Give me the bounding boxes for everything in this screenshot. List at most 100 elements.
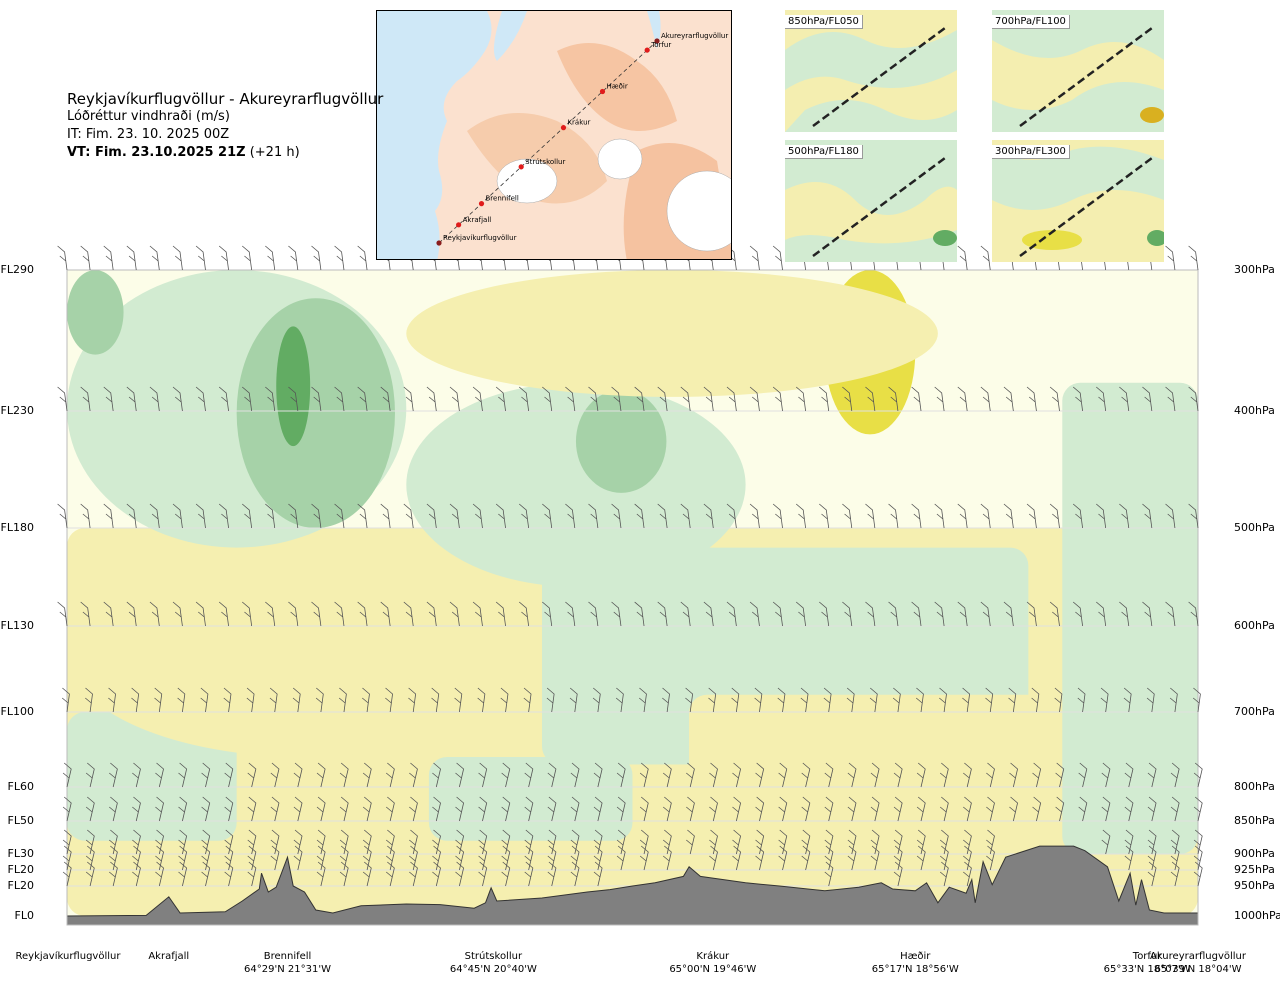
- wind-barb: [755, 762, 765, 788]
- wind-barb-stroke: [178, 845, 188, 871]
- wind-barb-stroke: [218, 601, 229, 627]
- wind-barb-stroke: [865, 386, 876, 412]
- wind-barb-stroke: [109, 762, 118, 788]
- wind-barb-stroke: [1124, 796, 1134, 822]
- wind-barb: [824, 829, 834, 855]
- wind-barb-stroke: [409, 845, 418, 871]
- wind-barb-stroke: [1003, 386, 1014, 412]
- wind-barb: [403, 503, 414, 529]
- wind-barb: [686, 762, 695, 788]
- fl-tick-label: FL180: [0, 521, 34, 534]
- wind-barb: [103, 245, 114, 271]
- wind-barb: [939, 762, 949, 788]
- wind-barb: [518, 386, 530, 412]
- wind-barb: [893, 762, 903, 788]
- wind-barb-stroke: [172, 245, 183, 271]
- wind-barb-stroke: [472, 601, 483, 627]
- wind-barb-stroke: [132, 861, 141, 887]
- wind-barb-stroke: [241, 503, 253, 529]
- wind-barb: [709, 829, 718, 855]
- wind-barb-stroke: [939, 861, 949, 887]
- wind-barb: [1124, 829, 1134, 855]
- wind-barb-stroke: [432, 762, 441, 788]
- wind-barb: [80, 386, 91, 412]
- wind-barb: [218, 601, 229, 627]
- wind-barb-stroke: [62, 762, 72, 788]
- wind-barb: [1193, 861, 1203, 887]
- wind-barb-stroke: [639, 796, 649, 822]
- wind-barb-stroke: [85, 829, 95, 855]
- wind-barb-stroke: [1188, 245, 1199, 271]
- wind-barb-stroke: [478, 796, 488, 822]
- wind-barb-stroke: [634, 386, 645, 412]
- wind-barb: [178, 762, 188, 788]
- wind-barb: [795, 503, 807, 529]
- wind-barb: [639, 796, 649, 822]
- wind-barb: [154, 687, 163, 713]
- wind-barb: [986, 829, 995, 855]
- wind-barb: [109, 762, 118, 788]
- wind-barb: [570, 796, 580, 822]
- wind-barb-stroke: [662, 796, 672, 822]
- wind-barb-stroke: [732, 845, 742, 871]
- wind-barb-stroke: [565, 601, 576, 627]
- wind-barb-stroke: [542, 601, 553, 627]
- wind-barb-stroke: [963, 845, 972, 871]
- mini-map-850: [785, 10, 957, 132]
- mini-label-300: 300hPa/FL300: [992, 145, 1070, 159]
- wind-barb: [172, 245, 183, 271]
- vv-region-mod_down-2: [236, 298, 395, 528]
- wind-barb-stroke: [824, 762, 834, 788]
- wind-barb: [1003, 503, 1014, 529]
- waypoint-label: Krákur: [567, 119, 590, 127]
- wind-barb-stroke: [611, 386, 622, 412]
- wind-barb-stroke: [362, 796, 372, 822]
- wind-barb: [500, 687, 509, 713]
- wind-barb-stroke: [126, 386, 137, 412]
- wind-barb: [449, 601, 460, 627]
- wind-barb-stroke: [495, 503, 506, 529]
- wind-barb: [334, 386, 345, 412]
- wind-barb: [1032, 762, 1042, 788]
- wind-barb-stroke: [218, 503, 229, 529]
- wind-barb: [385, 861, 395, 887]
- wind-barb: [380, 601, 391, 627]
- wind-barb: [986, 796, 995, 822]
- wind-barb-stroke: [593, 796, 603, 822]
- wind-barb-stroke: [518, 601, 530, 627]
- wind-barb-stroke: [731, 687, 740, 713]
- wind-barb-stroke: [708, 687, 717, 713]
- wind-barb-stroke: [726, 601, 737, 627]
- wind-barb-stroke: [778, 829, 788, 855]
- wind-barb: [334, 503, 345, 529]
- wind-barb: [593, 861, 603, 887]
- wind-barb: [703, 386, 714, 412]
- wind-barb: [1009, 762, 1018, 788]
- wind-barb-stroke: [155, 829, 164, 855]
- wind-barb-stroke: [178, 796, 188, 822]
- wind-barb-stroke: [172, 503, 183, 529]
- wind-barb: [432, 829, 441, 855]
- wind-barb-stroke: [478, 845, 488, 871]
- wind-barb: [680, 386, 691, 412]
- wind-barb: [247, 762, 257, 788]
- wind-barb-stroke: [916, 845, 926, 871]
- wind-barb: [288, 601, 299, 627]
- wind-barb: [680, 601, 691, 627]
- wind-barb: [570, 829, 580, 855]
- wind-barb-stroke: [1101, 762, 1111, 788]
- wind-barb: [593, 796, 603, 822]
- wind-barb: [200, 687, 209, 713]
- wind-barb-stroke: [270, 829, 280, 855]
- wind-barb: [334, 601, 345, 627]
- fl-tick-label: FL30: [7, 847, 34, 860]
- wind-barb-stroke: [57, 245, 68, 271]
- wind-barb-stroke: [265, 386, 276, 412]
- wind-barb: [265, 386, 276, 412]
- wind-barb: [409, 762, 418, 788]
- wind-barb-stroke: [963, 796, 972, 822]
- wind-barb: [616, 796, 626, 822]
- wind-barb: [616, 829, 626, 855]
- wind-barb-stroke: [1147, 829, 1157, 855]
